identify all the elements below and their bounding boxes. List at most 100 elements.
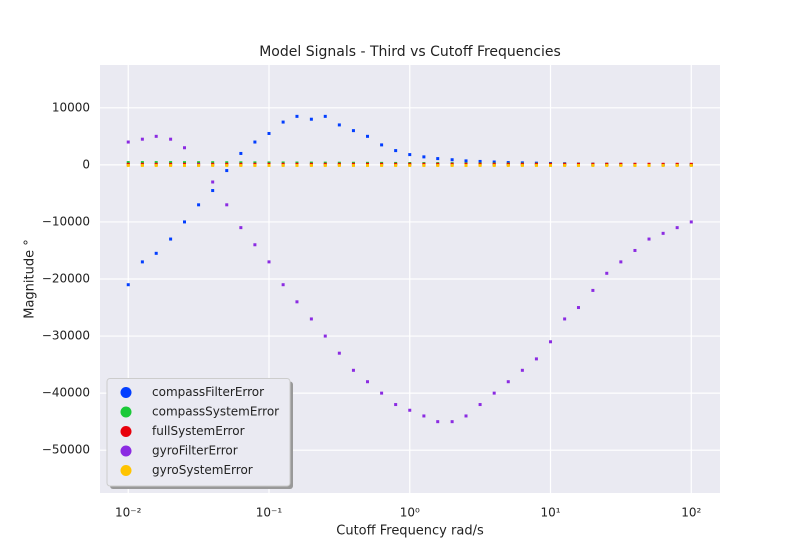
point: [506, 163, 510, 167]
point: [633, 163, 637, 167]
legend: compassFilterError compassSystemError full…: [106, 378, 293, 489]
point: [323, 334, 327, 338]
x-tick-label: 10⁻¹: [256, 506, 283, 520]
x-axis-label: Cutoff Frequency rad/s: [336, 524, 484, 539]
point: [492, 160, 496, 164]
point: [689, 220, 693, 224]
x-tick-label: 10¹: [540, 506, 560, 520]
legend-box: [106, 378, 291, 487]
point: [436, 157, 440, 161]
point: [450, 163, 454, 167]
point: [239, 226, 243, 230]
point: [647, 237, 651, 241]
point: [211, 180, 215, 184]
point: [605, 163, 609, 167]
point: [183, 161, 187, 165]
y-tick-label: −40000: [42, 386, 90, 400]
point: [647, 163, 651, 167]
point: [154, 163, 158, 167]
point: [281, 163, 285, 167]
point: [281, 283, 285, 287]
chart-title: Model Signals - Third vs Cutoff Frequenc…: [259, 44, 561, 60]
x-tick-label: 10⁻²: [115, 506, 142, 520]
point: [337, 163, 341, 167]
legend-marker: [120, 406, 132, 418]
point: [380, 143, 384, 147]
point: [619, 260, 623, 264]
point: [619, 163, 623, 167]
point: [225, 161, 229, 165]
point: [478, 403, 482, 407]
point: [506, 380, 510, 384]
point: [394, 403, 398, 407]
y-tick-label: −20000: [42, 272, 90, 286]
point: [126, 163, 130, 167]
y-tick-label: 10000: [52, 100, 90, 114]
point: [380, 163, 384, 167]
point: [408, 163, 412, 167]
legend-label: compassSystemError: [152, 405, 279, 419]
point: [436, 420, 440, 424]
point: [422, 163, 426, 167]
point: [309, 317, 313, 321]
point: [591, 163, 595, 167]
point: [126, 161, 130, 165]
point: [225, 163, 229, 167]
y-tick-label: −50000: [42, 443, 90, 457]
point: [211, 161, 215, 165]
marks: [126, 114, 693, 424]
point: [591, 288, 595, 292]
point: [394, 149, 398, 153]
point: [183, 146, 187, 150]
point: [169, 163, 173, 167]
point: [140, 163, 144, 167]
point: [689, 163, 693, 167]
point: [211, 189, 215, 193]
point: [126, 140, 130, 144]
point: [225, 169, 229, 173]
point: [408, 153, 412, 157]
point: [492, 391, 496, 395]
point: [225, 203, 229, 207]
y-axis-label: Magnitude °: [23, 239, 38, 319]
point: [520, 368, 524, 372]
x-tick-label: 10²: [681, 506, 701, 520]
point: [549, 340, 553, 344]
point: [309, 117, 313, 121]
point: [169, 137, 173, 141]
point: [295, 114, 299, 118]
point: [281, 120, 285, 124]
point: [253, 140, 257, 144]
point: [154, 251, 158, 255]
point: [675, 226, 679, 230]
legend-label: gyroFilterError: [152, 444, 238, 458]
point: [239, 163, 243, 167]
y-tick-label: −30000: [42, 329, 90, 343]
point: [478, 163, 482, 167]
point: [422, 414, 426, 418]
point: [211, 163, 215, 167]
point: [267, 260, 271, 264]
point: [450, 420, 454, 424]
point: [408, 408, 412, 412]
point: [380, 391, 384, 395]
point: [169, 237, 173, 241]
point: [351, 368, 355, 372]
point: [351, 163, 355, 167]
point: [464, 163, 468, 167]
point: [267, 163, 271, 167]
point: [337, 351, 341, 355]
legend-marker: [120, 387, 132, 398]
point: [140, 161, 144, 165]
point: [295, 300, 299, 304]
point: [633, 248, 637, 252]
point: [267, 131, 271, 135]
point: [436, 163, 440, 167]
y-tick-label: 0: [82, 157, 90, 171]
point: [534, 357, 538, 361]
point: [450, 158, 454, 162]
point: [605, 271, 609, 275]
point: [154, 134, 158, 138]
legend-marker: [120, 465, 132, 476]
point: [140, 137, 144, 141]
